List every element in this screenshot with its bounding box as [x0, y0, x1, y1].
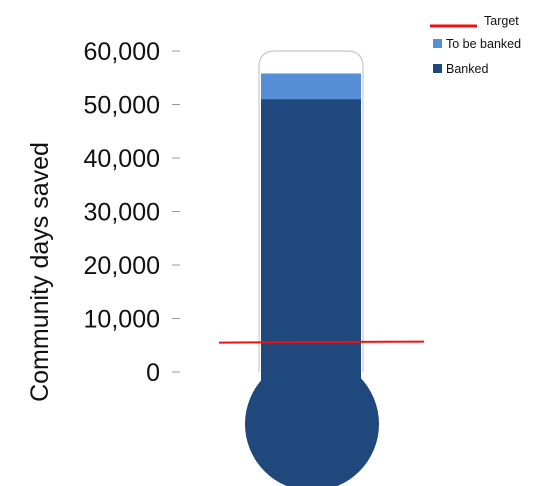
y-tick-label: 60,000 [84, 38, 160, 66]
bar-to-be-banked [261, 73, 361, 100]
y-axis-title: Community days saved [26, 142, 54, 402]
y-tick-label: 10,000 [84, 306, 160, 334]
y-tick-label: 40,000 [84, 145, 160, 173]
legend-banked-label: Banked [446, 62, 488, 76]
thermometer-bulb [245, 357, 379, 486]
thermometer [218, 50, 425, 486]
legend-to-be-banked-label: To be banked [446, 37, 521, 51]
target-line [218, 340, 425, 344]
y-tick-label: 20,000 [84, 252, 160, 280]
y-tick-label: 50,000 [84, 92, 160, 120]
legend: Target To be banked Banked [430, 14, 521, 76]
y-tick-label: 30,000 [84, 199, 160, 227]
bar-banked [261, 99, 361, 393]
y-tick-labels: 0 10,000 20,000 30,000 40,000 50,000 60,000 [84, 38, 180, 387]
legend-banked-swatch [433, 64, 442, 73]
legend-to-be-banked-swatch [433, 39, 442, 48]
legend-target-label: Target [484, 14, 519, 28]
y-tick-label: 0 [146, 359, 160, 387]
